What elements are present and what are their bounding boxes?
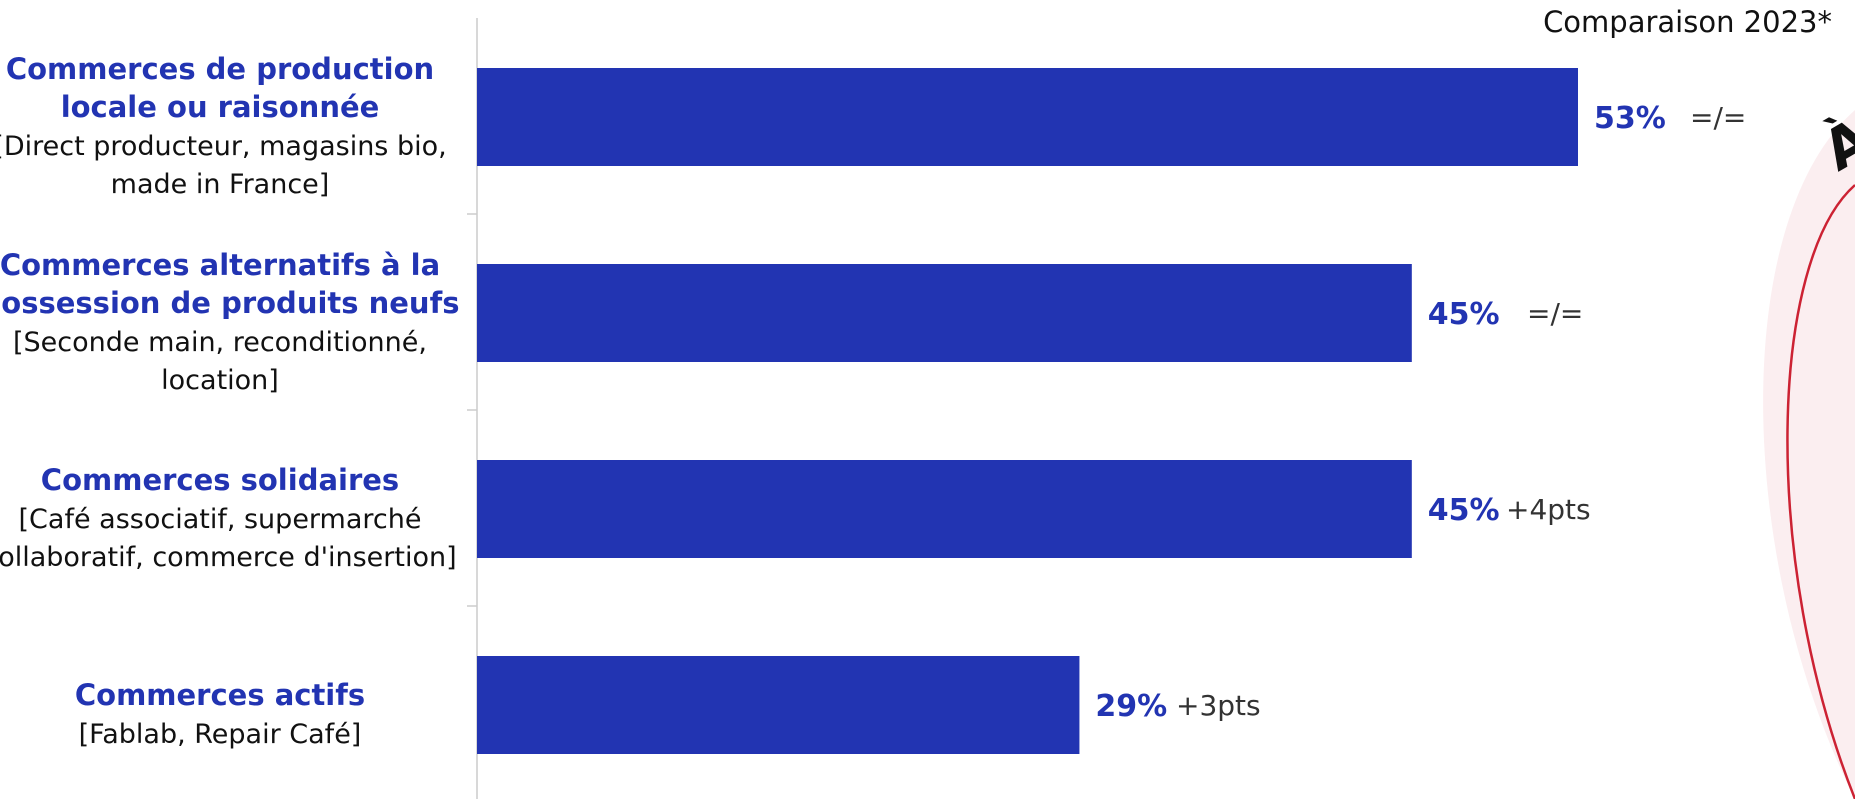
category-labels: Commerces de production locale ou raisonn…: [0, 52, 459, 750]
bar: [477, 460, 1412, 558]
decoration: À: [1763, 106, 1855, 799]
decorative-circle-fill: [1763, 110, 1855, 799]
category-title: Commerces alternatifs à la: [0, 248, 440, 282]
value-label: 29%: [1095, 689, 1167, 724]
value-label: 53%: [1594, 101, 1666, 136]
bars: [477, 68, 1578, 754]
category-subtitle: [Café associatif, supermarché: [19, 504, 422, 535]
category-title: locale ou raisonnée: [61, 90, 380, 124]
decorative-circle-outline: [1786, 184, 1855, 799]
category-title: Commerces actifs: [75, 678, 365, 712]
category-title: possession de produits neufs: [0, 286, 459, 320]
category-subtitle: [Fablab, Repair Café]: [79, 719, 362, 750]
bar: [477, 656, 1080, 754]
value-label: 45%: [1428, 493, 1500, 528]
category-subtitle: [Direct producteur, magasins bio,: [0, 131, 447, 162]
category-subtitle: [Seconde main, reconditionné,: [13, 327, 427, 358]
comparison-label: =/=: [1527, 297, 1583, 330]
category-subtitle: location]: [161, 365, 279, 396]
value-label: 45%: [1428, 297, 1500, 332]
comparison-label: =/=: [1690, 101, 1746, 134]
comparison-header: Comparaison 2023*: [1543, 5, 1832, 39]
comparison-label: +3pts: [1176, 689, 1261, 722]
bar: [477, 264, 1412, 362]
category-title: Commerces solidaires: [41, 463, 399, 497]
category-subtitle: collaboratif, commerce d'insertion]: [0, 542, 457, 573]
bar: [477, 68, 1578, 166]
category-title: Commerces de production: [6, 52, 434, 86]
axis-ticks: [467, 213, 477, 607]
comparison-label: +4pts: [1506, 493, 1591, 526]
category-subtitle: made in France]: [111, 169, 330, 200]
